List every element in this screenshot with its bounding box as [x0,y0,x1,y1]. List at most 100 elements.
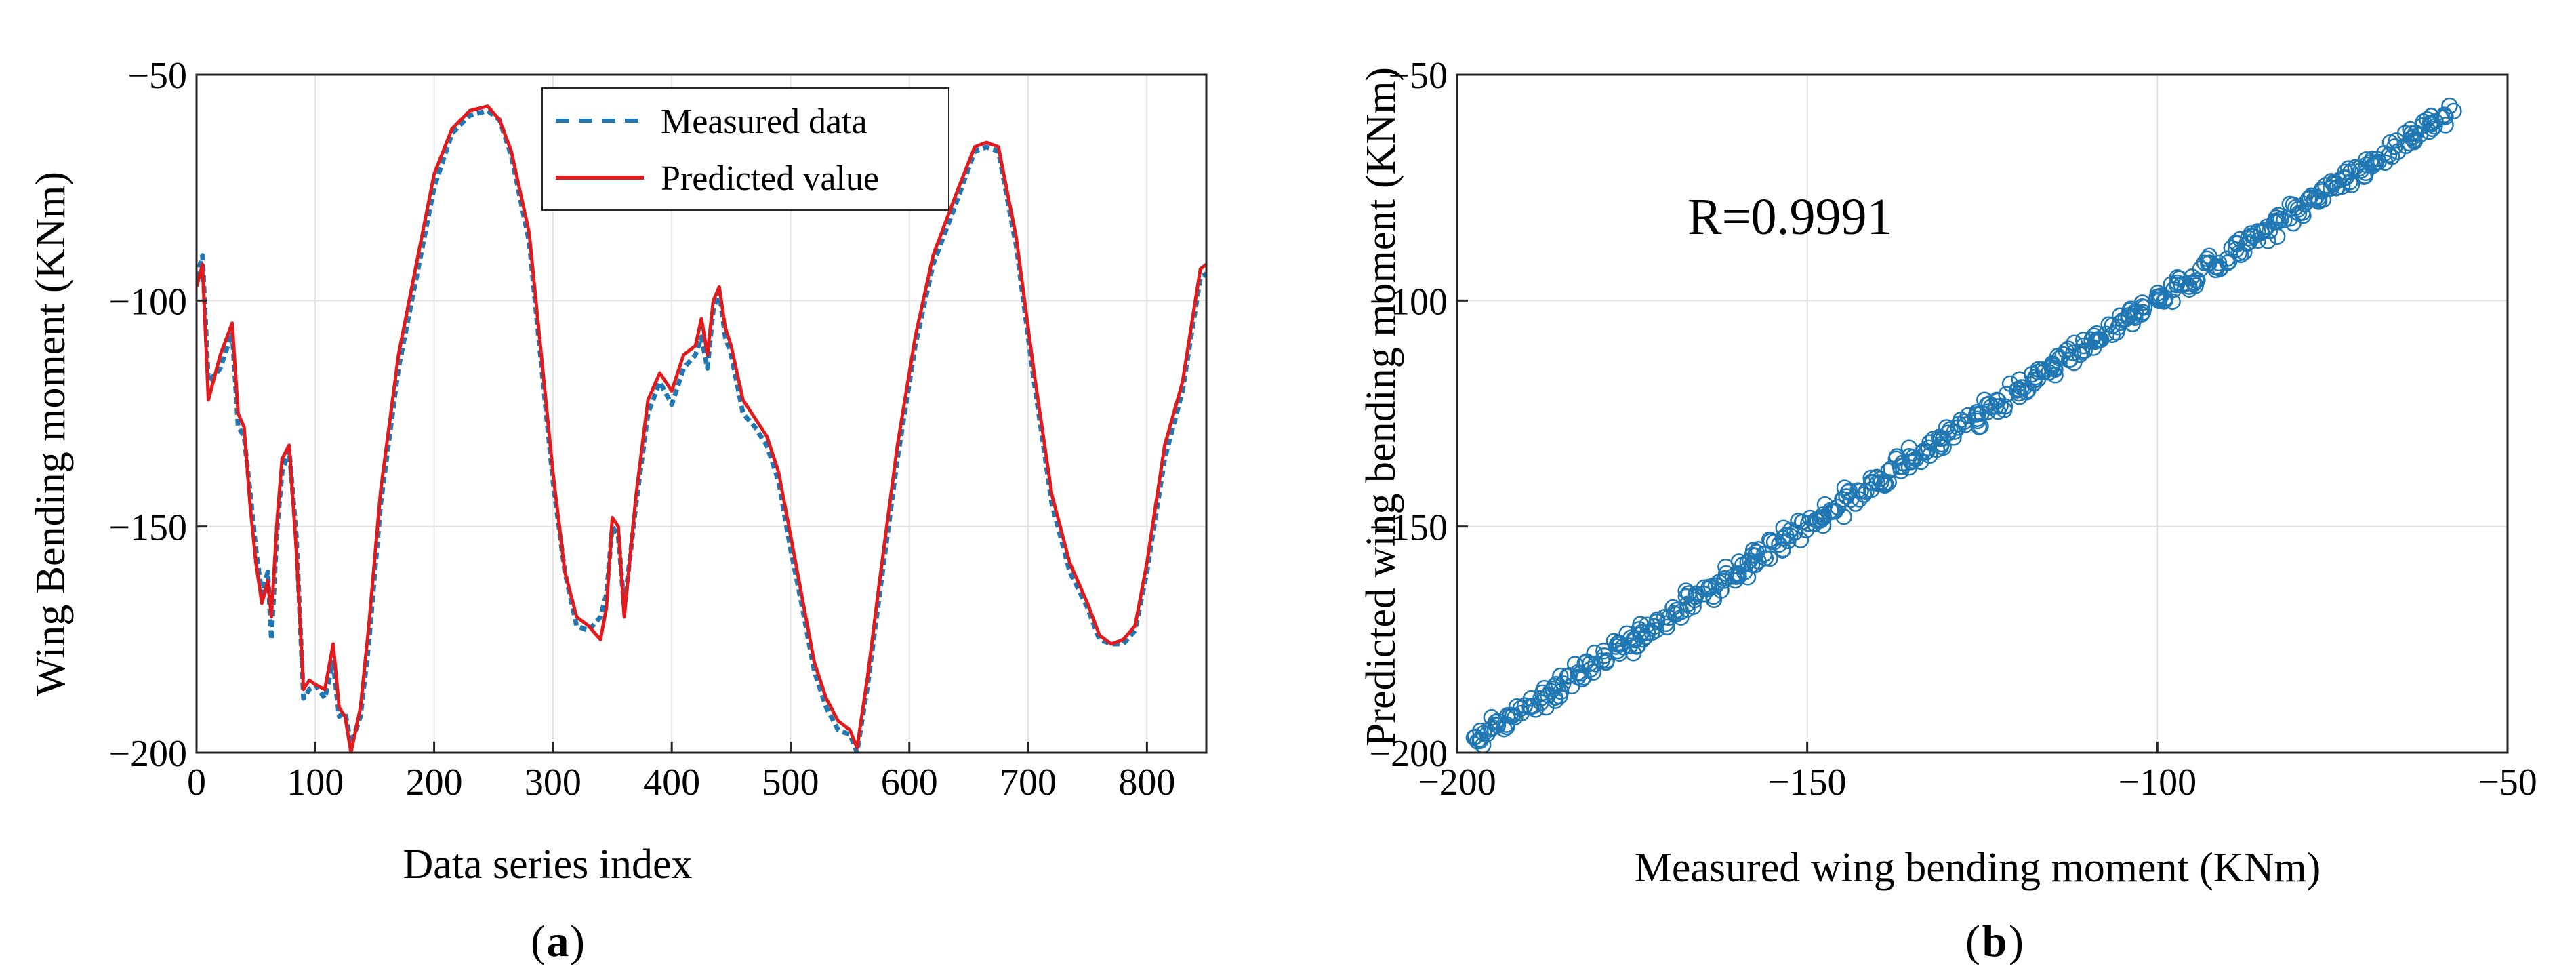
scatter-point [1521,698,1538,716]
a-tick-x-label: 500 [762,761,819,803]
scatter-point [1969,412,1986,430]
scatter-point [2255,222,2273,239]
b-tick-x-label: −200 [1418,761,1496,803]
a-tick-x-label: 100 [287,761,344,803]
scatter-point [1987,398,2005,415]
scatter-point [2406,133,2423,151]
scatter-point [2407,124,2424,142]
panel-b-ticks: −200 −150 −100 −50 −50 −100 −150 −200 [1369,55,2537,803]
a-tick-x-label: 300 [525,761,581,803]
legend-box [541,87,949,211]
scatter-point [1811,511,1828,528]
scatter-point [2047,367,2064,384]
legend-predicted-label: Predicted value [661,159,879,198]
scatter-point [1792,532,1810,548]
b-tick-y-label: −100 [1369,281,1448,323]
scatter-point [1992,397,2009,415]
scatter-point [1547,676,1565,693]
scatter-point [1761,550,1778,567]
scatter-point [1814,506,1832,523]
scatter-point [1996,398,2013,415]
b-tick-x-label: −100 [2119,761,2197,803]
scatter-point [2098,325,2115,343]
scatter-point [1935,439,1952,456]
legend-measured-label: Measured data [661,102,867,141]
panel-a-legend: Measured data Predicted value [541,87,949,211]
panel-a-axes-frame [195,73,1208,754]
scatter-point [2164,293,2181,311]
scatter-point [1888,448,1906,465]
panel-b-axes-frame [1456,73,2509,754]
scatter-point [1945,429,1962,446]
b-tick-x-label: −50 [2478,761,2537,803]
scatter-point [1713,582,1730,599]
b-tick-x-label: −150 [1768,761,1847,803]
panel-a-caption: ( a ) [531,917,585,966]
scatter-point [2008,382,2026,399]
scatter-point [1552,667,1569,685]
a-tick-x-label: 600 [881,761,938,803]
scatter-point [2188,272,2205,289]
a-tick-y-label: −100 [108,281,187,323]
scatter-point [1585,664,1602,681]
a-tick-y-label: −200 [108,733,187,775]
scatter-point [1677,582,1694,599]
scatter-point [2046,359,2063,377]
a-tick-y-label: −50 [127,55,187,97]
scatter-point [1658,615,1675,633]
scatter-point [1782,527,1799,544]
panel-b-annotation: R=0.9991 [1688,188,1893,245]
panel-a-series [197,104,1206,753]
caption-b-letter: b [1982,917,2007,966]
b-tick-y-label: −150 [1369,507,1448,549]
scatter-point [2295,207,2312,224]
scatter-point [2384,148,2400,165]
scatter-point [2133,306,2150,323]
scatter-point [1730,567,1747,585]
panel-b-caption: ( b ) [1965,917,2024,966]
scatter-point [1852,482,1869,500]
scatter-point [2441,97,2458,115]
scatter-point [2135,298,2153,316]
panel-a-ticks: 0 100 200 300 400 500 600 700 800 −50 −100 −150 −200 [108,55,1175,803]
scatter-point [1715,572,1733,589]
scatter-point [1826,502,1844,520]
scatter-point [2357,164,2374,182]
scatter-point [1551,687,1568,705]
scatter-point [1876,475,1893,492]
panel-b-scatter-chart: −200 −150 −100 −50−50−100−150−200 R=0.9991 … [1358,55,2537,966]
panel-a-line-chart: 0 100 200 300 400 500 600 700 800 −50 −100 −150 −200… [28,55,1208,966]
scatter-point [2339,160,2357,177]
a-tick-x-label: 800 [1118,761,1175,803]
scatter-point [1656,609,1673,626]
scatter-point [1757,549,1774,567]
scatter-point [2445,102,2462,120]
scatter-point [1575,668,1593,686]
caption-a-close: ) [570,917,585,966]
a-tick-x-label: 400 [643,761,700,803]
caption-b-close: ) [2009,917,2024,966]
a-tick-x-label: 0 [187,761,206,803]
a-tick-y-label: −150 [108,507,187,549]
panel-b-points [1465,97,2462,754]
scatter-point [2156,292,2174,309]
scatter-point [2314,191,2332,208]
series-predicted-line [197,104,1206,753]
scatter-point [1748,544,1765,561]
scatter-point [1686,591,1703,609]
scatter-point [2358,156,2375,174]
scatter-point [1913,453,1929,471]
caption-a-open: ( [531,917,546,966]
scatter-point [1598,652,1616,669]
a-tick-x-label: 700 [1000,761,1057,803]
scatter-point [1904,452,1921,469]
scatter-point [1639,616,1656,633]
b-tick-y-label: −200 [1369,733,1448,775]
scatter-point [2285,196,2302,214]
scatter-point [1582,655,1599,672]
scatter-point [2071,346,2089,363]
scatter-point [2124,315,2141,333]
panel-b-xlabel: Measured wing bending moment (KNm) [1635,845,2321,891]
panel-a-ylabel: Wing Bending moment (KNm) [28,172,74,696]
